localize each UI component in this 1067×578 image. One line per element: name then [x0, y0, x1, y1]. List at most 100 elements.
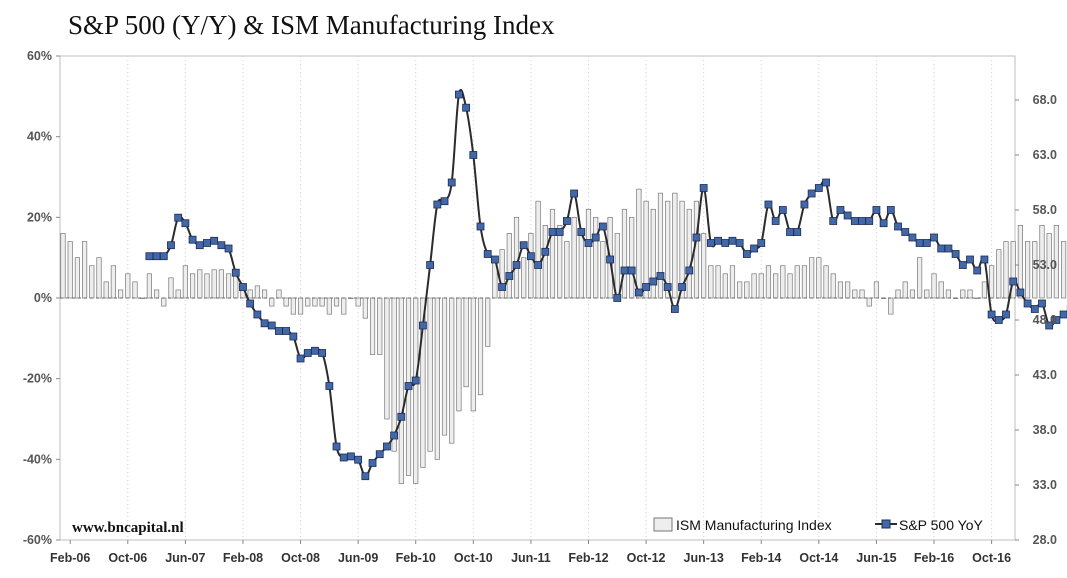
ism-bar [485, 297, 491, 347]
ism-bar [729, 265, 736, 299]
ism-bar [528, 233, 534, 299]
sp500-marker [325, 382, 334, 390]
sp500-marker [368, 459, 377, 467]
x-tick-label: Feb-10 [396, 551, 436, 565]
ism-bar [679, 200, 685, 299]
ism-bar [161, 297, 167, 307]
sp500-marker [491, 255, 499, 264]
ism-bar [751, 273, 757, 299]
ism-bar [557, 225, 563, 299]
ism-bar [1003, 241, 1009, 299]
ism-bar [297, 297, 304, 315]
sp500-marker [822, 178, 830, 187]
sp500-marker [354, 455, 363, 464]
ism-bar [355, 297, 361, 307]
sp500-marker [224, 244, 233, 253]
sp500-marker [181, 219, 190, 228]
ism-bar [708, 265, 714, 299]
ism-bar [629, 216, 635, 299]
ism-bar [1061, 241, 1067, 299]
ism-bars [60, 188, 1067, 484]
ism-bar [737, 281, 743, 299]
ism-bar [686, 208, 692, 299]
left-tick-label: 20% [27, 210, 52, 224]
sp500-marker [606, 255, 614, 264]
ism-bar [902, 281, 908, 299]
sp500-marker [512, 261, 521, 269]
ism-bar [434, 297, 440, 460]
sp500-marker [339, 453, 348, 462]
sp500-marker [663, 283, 672, 291]
ism-bar [182, 265, 188, 299]
sp500-marker [872, 206, 881, 214]
sp500-marker [800, 200, 809, 209]
sp500-marker [541, 247, 550, 256]
sp500-marker [692, 233, 701, 242]
ism-bar [175, 289, 181, 299]
ism-bar [391, 297, 397, 452]
sp500-marker [476, 222, 485, 231]
sp500-marker [447, 178, 456, 187]
sp500-marker [455, 90, 463, 99]
sp500-marker [375, 450, 384, 459]
sp500-marker [231, 268, 240, 277]
ism-bar [247, 289, 253, 299]
ism-bar [189, 273, 196, 299]
right-tick-label: 68.0 [1033, 93, 1057, 107]
ism-bar [564, 241, 570, 299]
ism-bar [67, 241, 73, 299]
right-tick-label: 63.0 [1033, 148, 1057, 162]
sp500-marker [678, 283, 686, 291]
sp500-marker [706, 239, 715, 247]
right-tick-label: 53.0 [1033, 258, 1057, 272]
sp500-marker [721, 239, 730, 247]
sp500-marker [239, 283, 247, 291]
sp500-marker [267, 321, 276, 330]
sp500-marker [332, 442, 341, 451]
ism-bar [168, 277, 174, 299]
sp500-marker [1052, 316, 1061, 324]
ism-bar [477, 297, 484, 396]
ism-bar [1053, 225, 1059, 299]
ism-bar [74, 257, 80, 299]
x-tick-label: Oct-06 [108, 551, 147, 565]
ism-bar [571, 216, 577, 299]
x-tick-label: Feb-06 [50, 551, 90, 565]
x-tick-label: Jun-09 [338, 551, 378, 565]
ism-bar [967, 289, 973, 299]
ism-bar [773, 273, 779, 299]
sp500-marker [289, 332, 298, 341]
ism-bar [470, 297, 476, 412]
sp500-marker [318, 349, 327, 357]
ism-bar [103, 281, 109, 299]
sp500-marker [195, 241, 204, 250]
right-tick-label: 58.0 [1033, 203, 1057, 217]
sp500-marker [930, 233, 938, 242]
sp500-marker [980, 255, 989, 264]
ism-bar [938, 281, 944, 299]
ism-bar [866, 297, 872, 307]
ism-bar [578, 233, 584, 299]
sp500-marker [498, 283, 507, 291]
x-tick-label: Jun-11 [511, 551, 551, 565]
ism-bar [413, 297, 419, 484]
sp500-marker [519, 241, 528, 250]
ism-bar [146, 273, 152, 299]
sp500-marker [620, 266, 629, 275]
sp500-marker [217, 241, 226, 250]
x-tick-label: Oct-08 [281, 551, 320, 565]
sp500-marker [303, 349, 312, 357]
ism-bar [809, 257, 815, 299]
ism-bar [441, 297, 448, 436]
ism-bar [830, 273, 836, 299]
ism-bar [283, 297, 289, 307]
ism-bar [384, 297, 390, 420]
sp500-marker [958, 261, 967, 269]
ism-bar [261, 289, 268, 299]
sp500-marker [757, 239, 766, 247]
ism-bar [456, 297, 462, 412]
ism-bar [506, 233, 512, 299]
ism-bar [276, 289, 282, 299]
sp500-marker [404, 382, 413, 390]
ism-bar [593, 216, 599, 299]
